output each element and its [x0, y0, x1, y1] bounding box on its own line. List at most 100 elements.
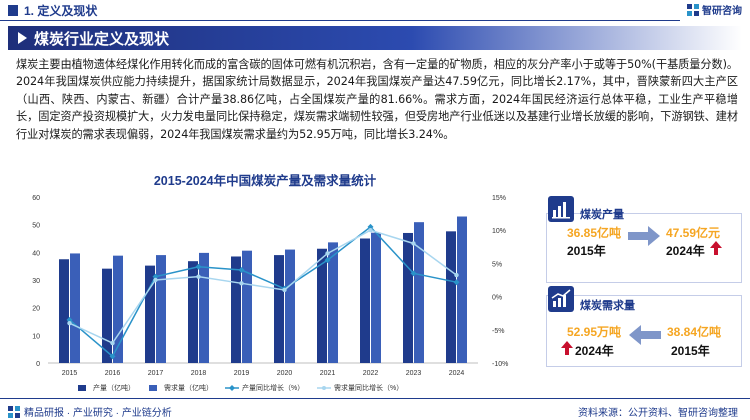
- point-production-growth: [453, 279, 460, 286]
- point-production-growth: [367, 223, 374, 230]
- x-tick-label: 2019: [234, 370, 250, 377]
- production-to-year: 2024年: [666, 244, 705, 258]
- bar-production: [403, 232, 413, 363]
- legend-marker: [229, 385, 235, 391]
- right-arrow-icon: [628, 226, 660, 246]
- logo-icon: [8, 405, 20, 418]
- point-production-growth: [238, 267, 245, 274]
- y-left-tick-label: 40: [32, 250, 40, 257]
- banner-title: 煤炭行业定义及现状: [34, 31, 170, 48]
- bar-demand: [113, 255, 123, 363]
- legend-marker: [322, 386, 326, 390]
- bar-demand: [285, 249, 295, 363]
- point-production-growth: [324, 257, 331, 264]
- x-tick-label: 2024: [449, 370, 465, 377]
- x-tick-label: 2021: [320, 370, 336, 377]
- y-right-tick-label: 10%: [492, 228, 506, 235]
- demand-to-year: 2015年: [671, 344, 710, 358]
- x-tick-label: 2017: [148, 370, 164, 377]
- x-tick-label: 2020: [277, 370, 293, 377]
- bar-production: [59, 259, 69, 363]
- point-demand-growth: [282, 287, 287, 293]
- bar-demand: [328, 242, 338, 363]
- up-arrow-icon: [561, 341, 573, 355]
- production-panel: [546, 213, 742, 283]
- bar-production: [360, 238, 370, 363]
- demand-to-value: 38.84亿吨: [667, 325, 722, 339]
- production-from-year: 2015年: [567, 244, 606, 258]
- point-demand-growth: [67, 320, 72, 326]
- y-left-tick-label: 50: [32, 223, 40, 230]
- logo: 智研咨询: [687, 2, 742, 17]
- x-tick-label: 2018: [191, 370, 207, 377]
- x-tick-label: 2016: [105, 370, 121, 377]
- bar-demand: [242, 250, 252, 363]
- bar-demand: [199, 252, 209, 363]
- point-demand-growth: [153, 277, 158, 283]
- y-left-tick-label: 10: [32, 333, 40, 340]
- bar-demand: [371, 232, 381, 363]
- production-panel-title: 煤炭产量: [580, 209, 624, 221]
- demand-panel-title: 煤炭需求量: [580, 300, 635, 312]
- y-left-tick-label: 20: [32, 306, 40, 313]
- y-right-tick-label: 0%: [492, 295, 502, 302]
- demand-from-year: 2024年: [575, 344, 614, 358]
- point-demand-growth: [196, 274, 201, 279]
- legend-label: 需求量同比增长（%）: [334, 383, 403, 392]
- bar-production: [446, 231, 456, 363]
- point-demand-growth: [368, 228, 373, 233]
- line-chart-icon: [548, 286, 574, 312]
- demand-from-value: 52.95万吨: [567, 325, 622, 339]
- left-arrow-icon: [629, 325, 661, 345]
- chart: 0 10 20 30 40 50 60 -10% -5% 0% 5% 10% 15% 2015 2016 20…: [32, 195, 508, 392]
- x-tick-label: 2023: [406, 370, 422, 377]
- legend-label: 产量（亿吨）: [93, 383, 135, 392]
- point-production-growth: [152, 273, 159, 280]
- chart-title: 2015-2024年中国煤炭产量及需求量统计: [153, 174, 377, 188]
- legend-swatch: [78, 385, 86, 391]
- section-title: 1. 定义及现状: [24, 4, 98, 18]
- bar-demand: [414, 222, 424, 363]
- section-marker: [8, 5, 18, 16]
- y-right-tick-label: -10%: [492, 361, 508, 368]
- production-from-value: 36.85亿吨: [567, 226, 622, 240]
- x-tick-label: 2022: [363, 370, 379, 377]
- bar-demand: [457, 216, 467, 363]
- footer-tagline: 精品研报 · 产业研究 · 产业链分析: [24, 408, 172, 419]
- point-demand-growth: [454, 272, 459, 278]
- footer-source: 资料来源：公开资料、智研咨询整理: [578, 408, 738, 419]
- header-rule: [0, 20, 680, 21]
- top-header: 1. 定义及现状 智研咨询: [0, 0, 750, 22]
- y-left-tick-label: 0: [36, 361, 40, 368]
- bar-demand: [70, 253, 80, 363]
- legend-swatch: [149, 385, 157, 391]
- up-arrow-icon: [710, 241, 722, 255]
- logo-text: 智研咨询: [702, 6, 742, 17]
- bar-production: [145, 265, 155, 363]
- point-demand-growth: [325, 251, 330, 256]
- title-banner: 煤炭行业定义及现状: [8, 26, 742, 50]
- point-demand-growth: [239, 281, 244, 286]
- y-right-tick-label: -5%: [492, 328, 504, 335]
- production-to-value: 47.59亿元: [666, 226, 721, 240]
- legend-label: 产量同比增长（%）: [242, 383, 304, 392]
- bar-production: [317, 248, 327, 363]
- logo-icon: [687, 3, 699, 16]
- footer-left: 精品研报 · 产业研究 · 产业链分析: [8, 404, 172, 419]
- y-left-tick-label: 30: [32, 278, 40, 285]
- line-demand-growth: [69, 229, 457, 345]
- body-paragraph: 煤炭主要由植物遗体经煤化作用转化而成的富含碳的固体可燃有机沉积岩，含有一定量的矿…: [16, 58, 738, 141]
- point-demand-growth: [110, 340, 115, 346]
- bar-production: [231, 256, 241, 363]
- point-production-growth: [109, 353, 116, 360]
- bar-production: [188, 261, 198, 363]
- point-production-growth: [66, 316, 73, 323]
- point-production-growth: [410, 270, 417, 277]
- y-right-tick-label: 15%: [492, 195, 506, 202]
- footer-rule: [0, 398, 750, 399]
- y-left-tick-label: 60: [32, 195, 40, 202]
- x-tick-label: 2015: [62, 370, 78, 377]
- bar-demand: [156, 255, 166, 363]
- banner-arrow-icon: [18, 32, 27, 44]
- bar-production: [102, 268, 112, 363]
